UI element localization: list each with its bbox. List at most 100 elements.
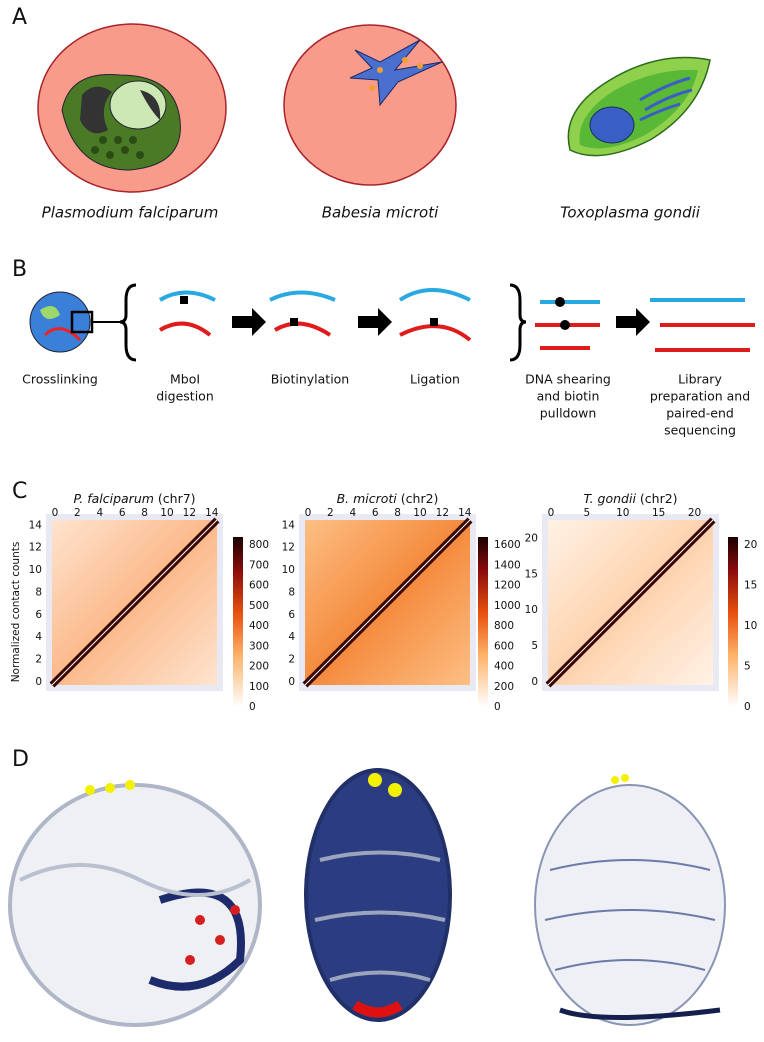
x-tick-label: 6 — [119, 507, 126, 519]
heatmap-diagonal-core — [304, 519, 471, 686]
step-label: digestion — [156, 389, 214, 404]
map-species: B. microti — [337, 491, 398, 506]
step-label: MboI — [170, 372, 200, 387]
colorbar-tick-label: 700 — [249, 559, 269, 571]
step-label: paired-end — [666, 406, 734, 421]
colorbar-tick-label: 1600 — [494, 539, 521, 551]
colorbar-tick-label: 200 — [249, 661, 269, 673]
colorbar — [233, 537, 243, 707]
x-tick-label: 12 — [436, 507, 449, 519]
colorbar-tick-label: 800 — [494, 620, 514, 632]
x-tick-label: 12 — [183, 507, 196, 519]
colorbar-tick-label: 300 — [249, 640, 269, 652]
x-tick-label: 0 — [305, 507, 312, 519]
map-title: B. microti (chr2) — [337, 491, 439, 506]
step-label: and biotin — [537, 389, 600, 404]
x-tick-label: 15 — [652, 507, 665, 519]
y-tick-label: 0 — [35, 676, 42, 688]
y-tick-label: 2 — [35, 654, 42, 666]
y-tick-label: 20 — [525, 532, 538, 544]
x-tick-label: 8 — [141, 507, 148, 519]
colorbar — [478, 537, 488, 707]
colorbar-tick-label: 400 — [249, 620, 269, 632]
x-tick-label: 10 — [616, 507, 629, 519]
step-label: Ligation — [410, 372, 460, 387]
step-label: Crosslinking — [22, 372, 98, 387]
x-tick-label: 10 — [160, 507, 173, 519]
colorbar-tick-label: 10 — [744, 620, 757, 632]
x-tick-label: 8 — [394, 507, 401, 519]
step-label: sequencing — [664, 423, 736, 438]
y-tick-label: 0 — [288, 676, 295, 688]
map-species: P. falciparum — [73, 491, 153, 506]
x-tick-label: 6 — [372, 507, 379, 519]
y-tick-label: 15 — [525, 568, 538, 580]
x-tick-label: 0 — [52, 507, 59, 519]
y-tick-label: 2 — [288, 654, 295, 666]
y-tick-label: 0 — [531, 676, 538, 688]
step-label: preparation and — [650, 389, 750, 404]
x-tick-label: 14 — [205, 507, 219, 519]
colorbar-tick-label: 400 — [494, 661, 514, 673]
colorbar-tick-label: 20 — [744, 539, 757, 551]
colorbar-tick-label: 500 — [249, 600, 269, 612]
colorbar-tick-label: 1200 — [494, 580, 521, 592]
colorbar-tick-label: 1400 — [494, 559, 521, 571]
species-name: Toxoplasma gondii — [560, 204, 701, 222]
step-label: pulldown — [540, 406, 597, 421]
y-tick-label: 6 — [288, 609, 295, 621]
x-tick-label: 4 — [349, 507, 356, 519]
panel-label: A — [12, 5, 27, 30]
step-label: DNA shearing — [525, 372, 611, 387]
map-chromosome: (chr2) — [401, 491, 439, 506]
heatmap-diagonal-core — [547, 519, 714, 686]
colorbar-tick-label: 5 — [744, 661, 751, 673]
x-tick-label: 10 — [413, 507, 426, 519]
y-tick-label: 14 — [282, 519, 296, 531]
y-tick-label: 10 — [29, 564, 42, 576]
x-tick-label: 4 — [96, 507, 103, 519]
colorbar-tick-label: 0 — [494, 701, 501, 713]
y-tick-label: 5 — [531, 640, 538, 652]
panel-label: C — [12, 479, 27, 504]
colorbar-tick-label: 15 — [744, 580, 757, 592]
map-species: T. gondii — [583, 491, 636, 506]
species-name: Plasmodium falciparum — [42, 204, 219, 222]
panel-label: B — [12, 257, 27, 282]
species-name: Babesia microti — [322, 204, 439, 222]
map-chromosome: (chr7) — [158, 491, 196, 506]
step-label: Biotinylation — [271, 372, 349, 387]
y-tick-label: 10 — [525, 604, 538, 616]
colorbar-tick-label: 600 — [494, 640, 514, 652]
y-tick-label: 4 — [35, 631, 42, 643]
x-tick-label: 2 — [74, 507, 81, 519]
x-tick-label: 20 — [688, 507, 701, 519]
colorbar-tick-label: 200 — [494, 681, 514, 693]
y-tick-label: 14 — [29, 519, 43, 531]
map-title: P. falciparum (chr7) — [73, 491, 195, 506]
y-tick-label: 12 — [282, 542, 295, 554]
y-tick-label: 12 — [29, 542, 42, 554]
cell-drawings — [37, 23, 711, 193]
y-tick-label: 6 — [35, 609, 42, 621]
y-tick-label: 10 — [282, 564, 295, 576]
workflow-drawings — [29, 283, 755, 362]
heatmap-diagonal-core — [51, 519, 218, 686]
colorbar-tick-label: 0 — [249, 701, 256, 713]
y-tick-label: 8 — [35, 586, 42, 598]
panel-label: D — [12, 747, 29, 772]
x-tick-label: 5 — [584, 507, 591, 519]
map-chromosome: (chr2) — [640, 491, 678, 506]
colorbar-tick-label: 800 — [249, 539, 269, 551]
x-tick-label: 2 — [327, 507, 334, 519]
x-tick-label: 14 — [458, 507, 472, 519]
colorbar-tick-label: 1000 — [494, 600, 521, 612]
step-label: Library — [678, 372, 722, 387]
colorbar-tick-label: 100 — [249, 681, 269, 693]
x-tick-label: 0 — [548, 507, 555, 519]
y-tick-label: 8 — [288, 586, 295, 598]
colorbar-tick-label: 0 — [744, 701, 751, 713]
colorbar-tick-label: 600 — [249, 580, 269, 592]
y-tick-label: 4 — [288, 631, 295, 643]
colorbar — [728, 537, 738, 707]
